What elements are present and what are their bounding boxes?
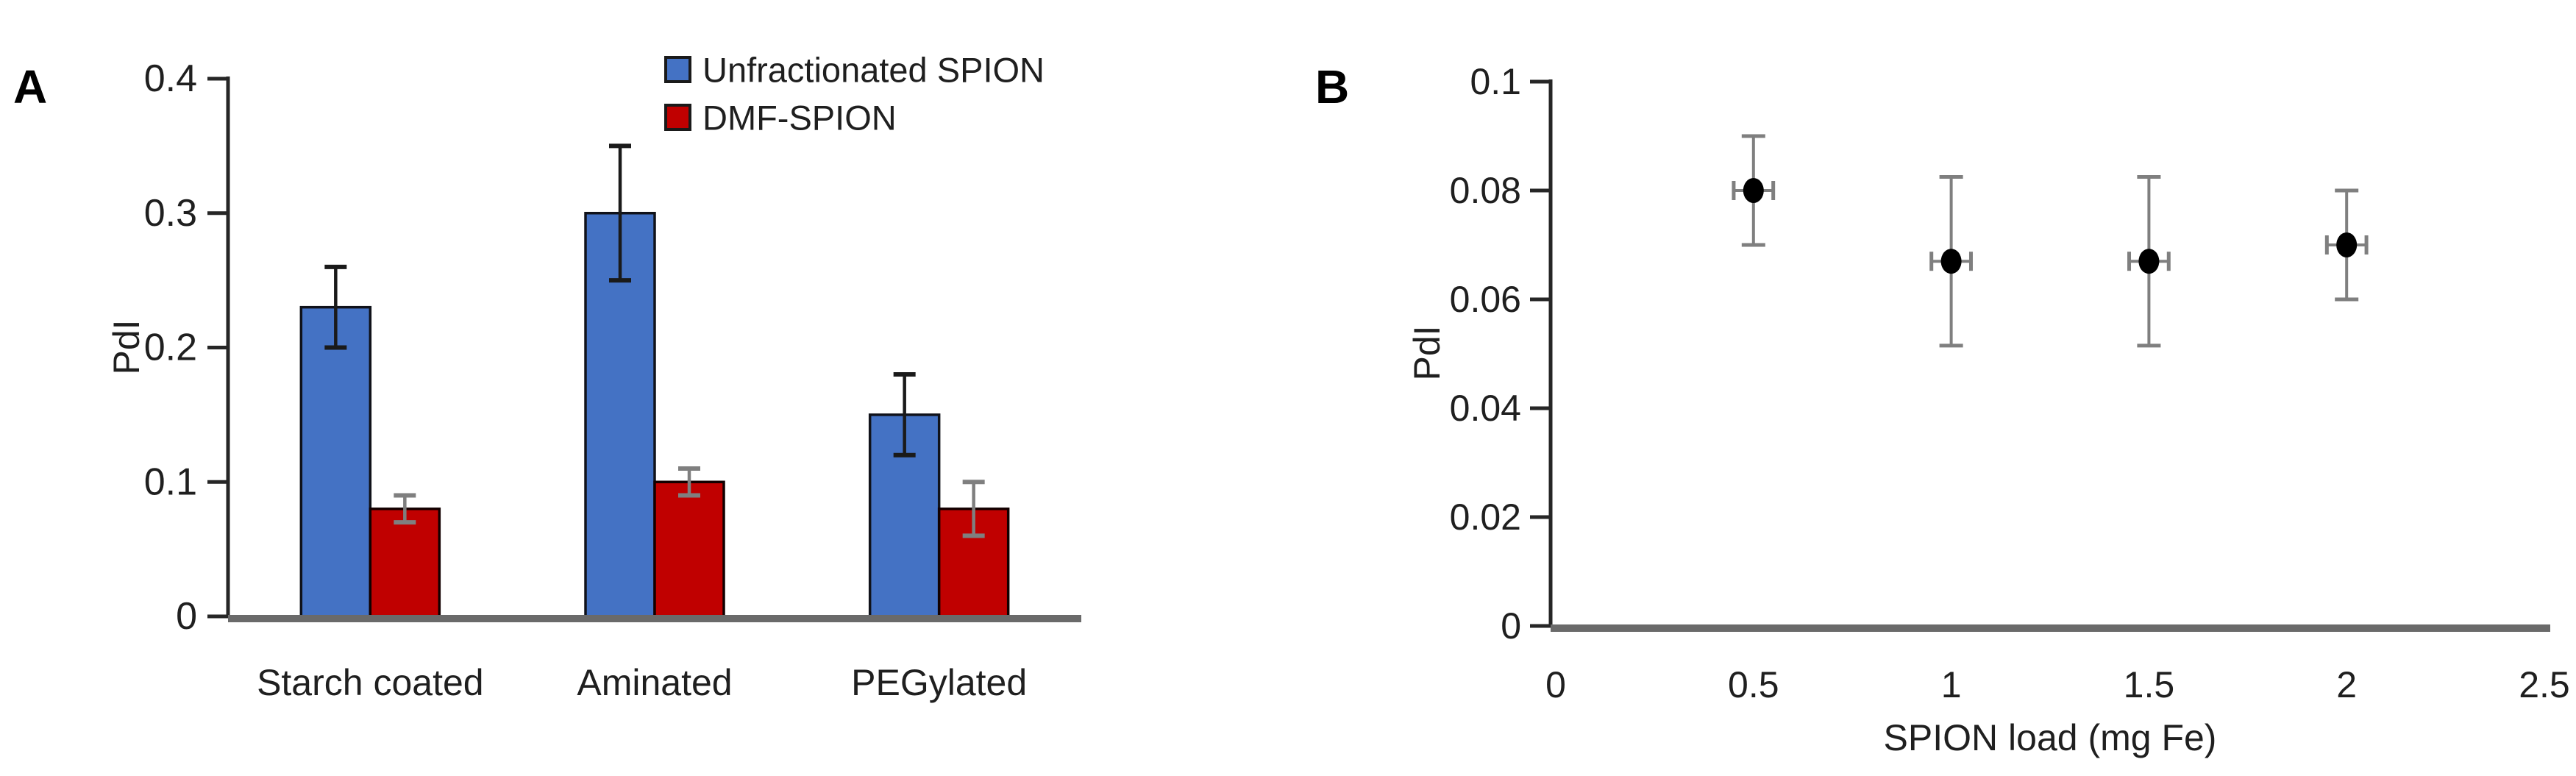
y-tick-label: 0.2 <box>144 327 197 369</box>
y-tick-label: 0.04 <box>1450 388 1521 429</box>
y-tick-label: 0.1 <box>1470 61 1521 102</box>
panel-a-chart: 0 0.1 0.2 0.3 0.4 PdI Starch coated Aminated PEG… <box>106 51 1081 703</box>
x-category-label: PEGylated <box>851 662 1027 703</box>
x-tick-label: 2 <box>2336 664 2357 705</box>
data-point-x2 <box>2324 188 2369 302</box>
y-tick-label: 0.3 <box>144 192 197 235</box>
legend-label: DMF-SPION <box>702 99 897 138</box>
bar-dmf-spion-aminated <box>653 480 725 618</box>
x-tick-label: 1 <box>1941 664 1962 705</box>
panel-b-label: B <box>1315 60 1350 113</box>
x-tick-label: 2.5 <box>2519 664 2570 705</box>
legend-label: Unfractionated SPION <box>702 51 1045 90</box>
legend-item-unfractionated-spion: Unfractionated SPION <box>664 51 1045 90</box>
x-category-label: Starch coated <box>257 662 484 703</box>
x-category-label: Aminated <box>577 662 732 703</box>
panel-a: A 0 0.1 0.2 0.3 0.4 PdI Starch coated Aminated P… <box>0 0 1287 776</box>
error-bar-unfractionated-spion-pegylated <box>893 372 916 458</box>
x-tick-label: 0.5 <box>1728 664 1779 705</box>
y-tick-label: 0.06 <box>1450 279 1521 320</box>
y-tick-label: 0 <box>176 595 197 638</box>
panel-b: B 0 0.02 0.04 0.06 0.08 0.1 0 0.5 1 1.5 2 2.5 SPION … <box>1287 0 2576 776</box>
x-tick-label: 1.5 <box>2124 664 2175 705</box>
scatter-marker <box>2138 249 2160 274</box>
scatter-marker <box>1743 178 1764 203</box>
legend-swatch <box>664 104 691 131</box>
legend-item-dmf-spion: DMF-SPION <box>664 99 897 138</box>
x-tick-label: 0 <box>1545 664 1566 705</box>
data-point-x0.5 <box>1732 134 1776 247</box>
error-bar-dmf-spion-starch-coated <box>394 493 416 525</box>
y-tick-label: 0.1 <box>144 460 197 503</box>
bar-unfractionated-spion-starch-coated <box>299 305 372 618</box>
error-bar-dmf-spion-aminated <box>678 466 700 498</box>
panel-a-label: A <box>13 60 48 113</box>
scatter-marker <box>1940 249 1962 274</box>
scatter-marker <box>2336 232 2358 257</box>
y-axis-title: PdI <box>106 319 147 374</box>
y-tick-label: 0.02 <box>1450 496 1521 538</box>
y-tick-label: 0.4 <box>144 57 197 100</box>
y-tick-label: 0.08 <box>1450 170 1521 211</box>
data-point-x1 <box>1929 175 1973 348</box>
y-tick-label: 0 <box>1501 605 1521 647</box>
error-bar-dmf-spion-pegylated <box>962 480 985 538</box>
data-point-x1.5 <box>2127 175 2171 348</box>
y-axis-title: PdI <box>1406 325 1448 380</box>
x-axis-title: SPION load (mg Fe) <box>1884 717 2217 758</box>
legend-swatch <box>664 56 691 83</box>
panel-b-chart: 0 0.02 0.04 0.06 0.08 0.1 0 0.5 1 1.5 2 2.5 SPION lo… <box>1406 61 2570 758</box>
error-bar-unfractionated-spion-starch-coated <box>324 264 347 350</box>
error-bar-unfractionated-spion-aminated <box>609 143 631 283</box>
bar-dmf-spion-starch-coated <box>369 508 441 618</box>
